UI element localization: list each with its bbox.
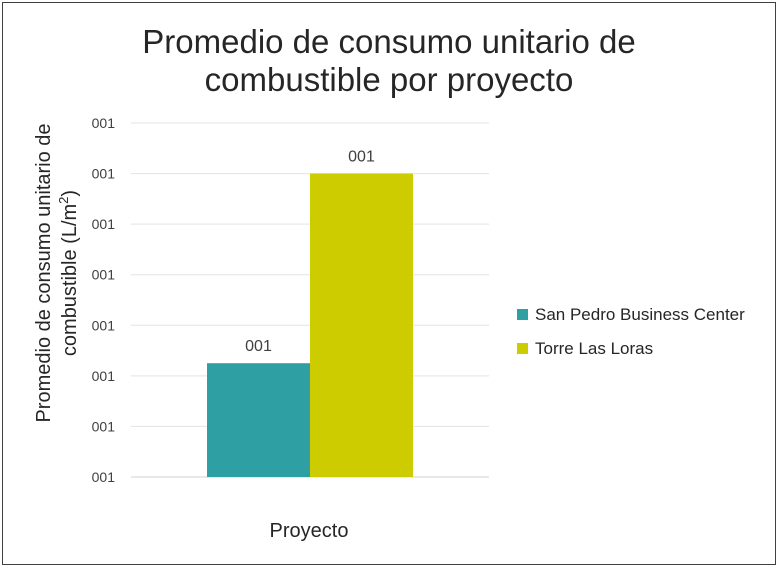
data-label: 001 <box>245 338 272 355</box>
y-tick-label: 001 <box>92 115 116 131</box>
bar-chart: Promedio de consumo unitario de combusti… <box>33 23 745 542</box>
y-axis-label-line-1: Promedio de consumo unitario de <box>33 123 55 422</box>
y-axis-label: Promedio de consumo unitario de combusti… <box>33 123 81 422</box>
y-tick-label: 001 <box>92 418 116 434</box>
legend-label: Torre Las Loras <box>535 339 653 358</box>
bar <box>310 173 413 478</box>
y-tick-label: 001 <box>92 368 116 384</box>
chart-title-line-1: Promedio de consumo unitario de <box>142 23 635 60</box>
y-tick-label: 001 <box>92 317 116 333</box>
y-tick-label: 001 <box>92 216 116 232</box>
y-axis-label-suffix: ) <box>59 190 81 197</box>
legend-swatch <box>517 309 528 320</box>
y-tick-labels: 001 001 001 001 001 001 001 001 <box>92 115 116 485</box>
bar <box>207 363 310 477</box>
y-axis-label-line-2-text: combustible (L/m <box>59 204 81 356</box>
legend: San Pedro Business Center Torre Las Loras <box>517 305 745 358</box>
legend-swatch <box>517 343 528 354</box>
data-label: 001 <box>348 149 375 166</box>
y-axis-label-line-2: combustible (L/m2) <box>56 190 81 356</box>
y-tick-label: 001 <box>92 469 116 485</box>
legend-label: San Pedro Business Center <box>535 305 745 324</box>
data-labels: 001 001 <box>245 149 375 356</box>
x-axis-label: Proyecto <box>270 520 349 542</box>
y-tick-label: 001 <box>92 267 116 283</box>
chart-title-line-2: combustible por proyecto <box>205 61 574 98</box>
y-axis-label-superscript: 2 <box>56 197 71 204</box>
y-tick-label: 001 <box>92 166 116 182</box>
bars <box>207 173 413 478</box>
